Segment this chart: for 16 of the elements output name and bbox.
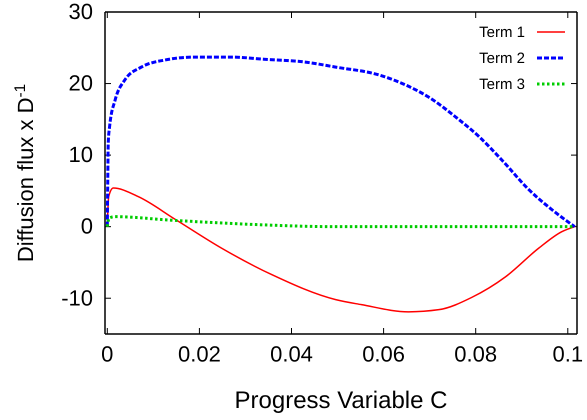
legend-label: Term 3: [479, 76, 525, 93]
y-tick-label: 30: [68, 0, 93, 24]
y-tick-label: -10: [61, 285, 93, 310]
x-tick-label: 0: [101, 342, 114, 367]
y-tick-label: 20: [68, 70, 93, 96]
legend-label: Term 2: [479, 50, 525, 67]
x-tick-label: 0.02: [178, 342, 221, 367]
line-series: [106, 187, 576, 313]
x-tick-label: 0.08: [454, 342, 498, 367]
x-tick-label: 0.06: [362, 342, 406, 367]
legend-label: Term 1: [479, 24, 525, 41]
x-tick-label: 0.04: [270, 342, 313, 367]
y-tick-label: 10: [68, 142, 93, 168]
y-tick-label: 0: [80, 214, 93, 239]
x-tick-label: 0.1: [552, 342, 584, 367]
x-axis-title: Progress Variable C: [234, 387, 448, 414]
